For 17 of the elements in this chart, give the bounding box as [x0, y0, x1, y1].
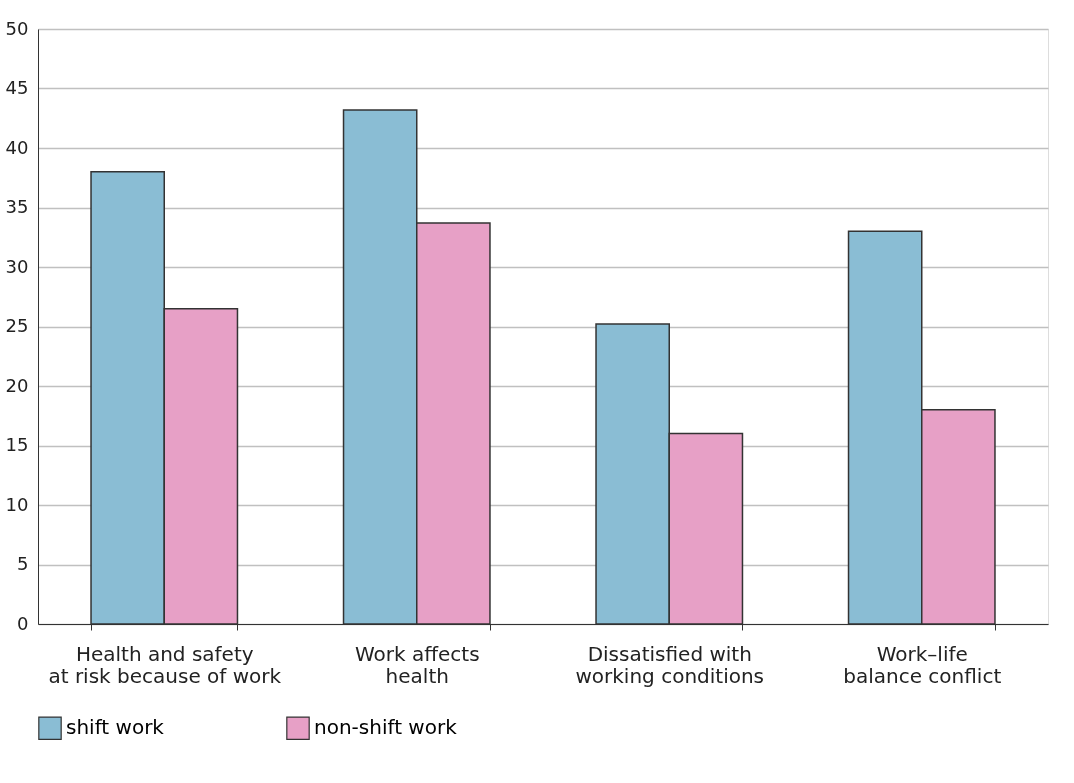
y-tick-label: 50 [5, 17, 29, 39]
y-tick-label: 0 [17, 612, 29, 634]
legend-label: shift work [66, 715, 165, 740]
y-tick-label: 30 [5, 255, 29, 277]
x-tick-label: Work affects health [354, 641, 480, 688]
x-tick-label: Dissatisfied with working conditions [575, 641, 765, 688]
x-tick-label: Health and safety at risk because of work [48, 641, 282, 688]
y-tick-label: 10 [5, 493, 29, 515]
x-tick-label: Work–life balance conflict [843, 641, 1002, 688]
y-tick-label: 5 [17, 553, 29, 574]
y-tick-label: 15 [5, 434, 29, 455]
y-tick-label: 35 [5, 196, 29, 217]
y-tick-label: 40 [5, 136, 29, 158]
y-tick-label: 25 [5, 315, 29, 336]
y-tick-label: 45 [5, 77, 29, 98]
y-tick-label: 20 [5, 374, 29, 396]
legend-label: non-shift work [314, 715, 458, 740]
